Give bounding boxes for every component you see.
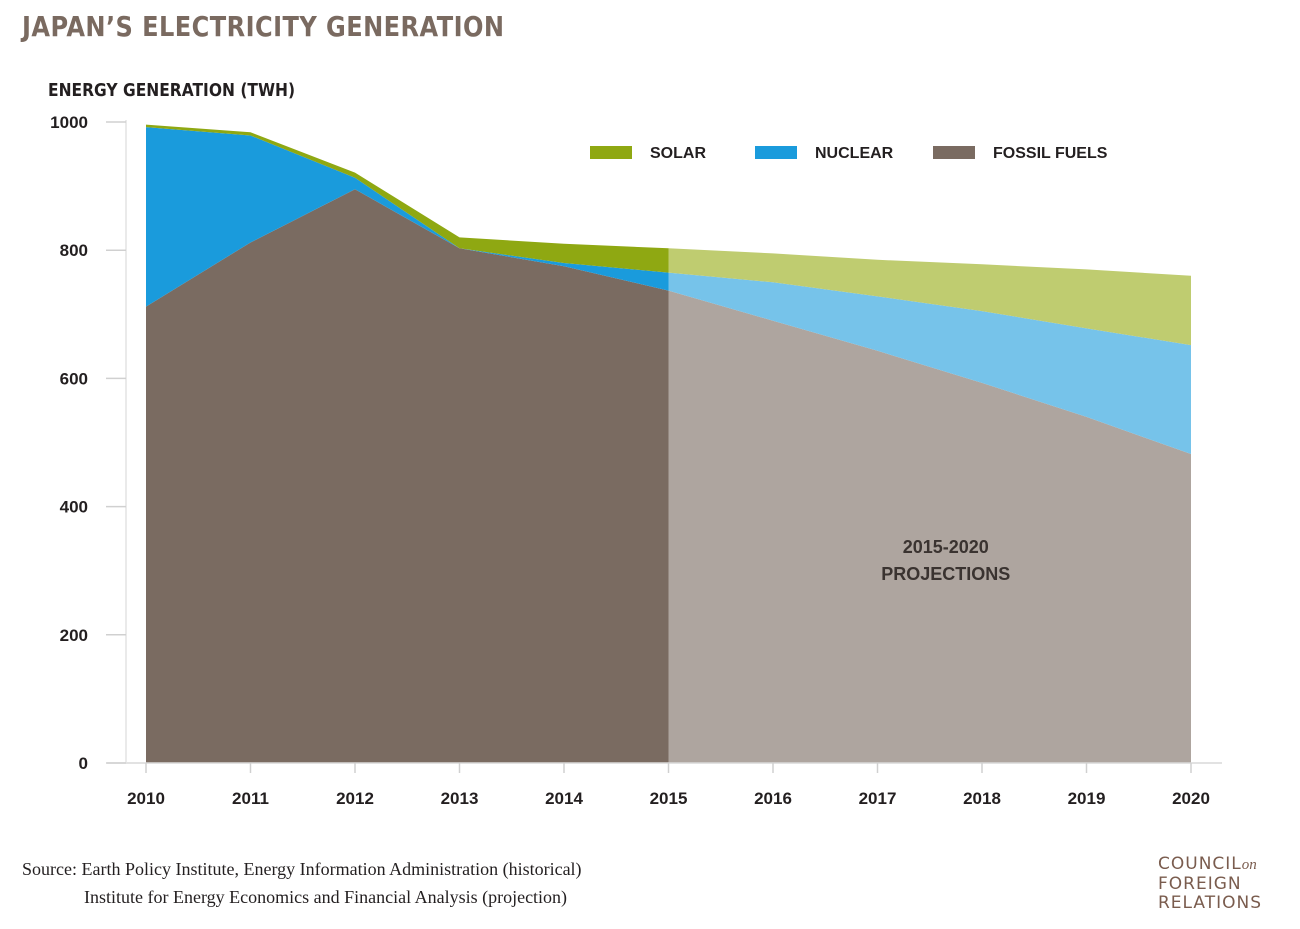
area-solar-historical (146, 124, 669, 273)
legend-label-fossil-fuels: FOSSIL FUELS (993, 145, 1108, 162)
area-fossil-fuels-projection (668, 290, 1191, 763)
y-tick-label: 0 (79, 754, 88, 773)
projection-annotation-line-2: PROJECTIONS (881, 564, 1010, 584)
x-tick-label: 2014 (545, 789, 583, 808)
x-tick-label: 2012 (336, 789, 374, 808)
y-tick-label: 400 (60, 498, 88, 517)
area-fossil-fuels-historical (146, 189, 669, 764)
brand-line-3: RELATIONS (1158, 893, 1263, 913)
x-tick-label: 2020 (1172, 789, 1210, 808)
source-line-2: Institute for Energy Economics and Finan… (84, 887, 568, 907)
x-tick-label: 2011 (232, 789, 269, 808)
y-tick-label: 600 (60, 369, 88, 388)
y-tick-label: 200 (60, 626, 88, 645)
projection-annotation-line-1: 2015-2020 (903, 537, 989, 557)
source-line-1: Source: Earth Policy Institute, Energy I… (22, 859, 582, 879)
y-tick-label: 800 (60, 241, 88, 260)
x-tick-label: 2017 (859, 789, 897, 808)
brand-line-2: FOREIGN (1158, 874, 1242, 894)
brand-line-1-suffix: on (1241, 857, 1257, 873)
legend-swatch-solar (590, 146, 632, 159)
legend-label-nuclear: NUCLEAR (815, 145, 894, 162)
legend-swatch-nuclear (755, 146, 797, 159)
area-solar-projection (668, 248, 1191, 346)
legend-swatch-fossil-fuels (933, 146, 975, 159)
x-tick-label: 2018 (963, 789, 1001, 808)
area-nuclear-historical (146, 127, 669, 307)
area-nuclear-projection (668, 272, 1191, 454)
brand-logo: COUNCILon FOREIGN RELATIONS (1158, 855, 1262, 913)
x-tick-label: 2013 (441, 789, 479, 808)
chart-title: JAPAN’S ELECTRICITY GENERATION (22, 10, 505, 43)
x-tick-label: 2016 (754, 789, 792, 808)
y-tick-label: 1000 (50, 113, 88, 132)
x-tick-label: 2010 (127, 789, 165, 808)
x-tick-label: 2015 (650, 789, 688, 808)
x-tick-label: 2019 (1068, 789, 1106, 808)
brand-line-1: COUNCIL (1158, 854, 1242, 874)
legend-label-solar: SOLAR (650, 145, 706, 162)
y-axis-label: ENERGY GENERATION (TWH) (48, 80, 296, 101)
